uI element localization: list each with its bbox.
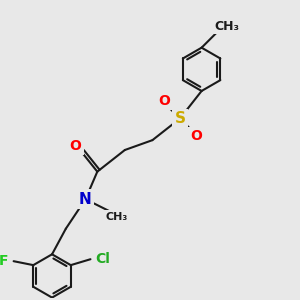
Text: S: S	[175, 111, 185, 126]
Text: CH₃: CH₃	[106, 212, 128, 222]
Text: F: F	[0, 254, 8, 268]
Text: O: O	[190, 129, 202, 143]
Text: O: O	[158, 94, 170, 108]
Text: N: N	[79, 192, 92, 207]
Text: CH₃: CH₃	[215, 20, 240, 32]
Text: O: O	[70, 139, 82, 153]
Text: Cl: Cl	[95, 252, 110, 266]
